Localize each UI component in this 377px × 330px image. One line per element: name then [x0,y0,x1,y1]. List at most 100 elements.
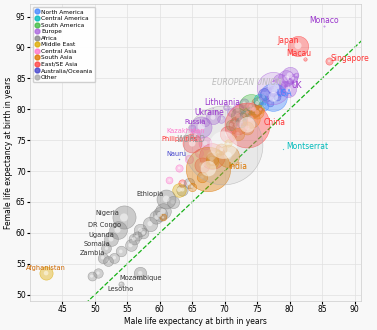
Point [248,104,254,109]
Point [192,133,198,138]
Point [167,178,173,183]
Point [208,156,215,161]
Point [234,122,241,127]
Point [170,199,176,205]
Point [196,150,202,155]
Point [321,23,327,28]
Point [223,105,229,110]
Point [244,122,250,127]
Point [179,187,185,192]
Text: Montserrat: Montserrat [287,143,328,151]
Point [220,143,226,148]
Point [280,85,286,90]
Point [176,187,182,192]
Point [111,255,117,260]
Point [244,125,250,130]
Point [218,116,224,121]
Point [95,270,101,276]
Point [274,85,280,90]
Point [261,94,267,100]
Point [167,178,173,183]
Text: USA: USA [277,89,292,98]
Point [202,141,208,146]
Point [257,107,264,112]
Point [205,166,211,171]
Point [208,153,215,158]
Point [111,255,117,260]
Point [290,76,296,81]
Point [153,215,159,220]
Point [186,181,192,186]
Point [225,153,231,158]
Point [241,100,247,106]
Point [189,141,195,146]
Point [196,150,202,155]
Point [131,236,137,242]
Text: Ethiopia: Ethiopia [136,191,164,197]
Point [223,105,229,110]
Point [160,209,166,214]
Point [248,104,254,109]
Text: India: India [228,162,247,171]
Point [208,159,215,164]
Point [270,85,276,90]
Point [270,88,276,93]
Point [43,270,49,276]
Text: Zambia: Zambia [80,250,106,256]
Point [118,281,124,286]
Text: Kazakhstan: Kazakhstan [167,128,205,134]
Text: Lesotho: Lesotho [108,286,134,292]
Point [254,100,260,106]
Point [241,113,247,118]
Point [170,199,176,205]
Point [205,166,211,171]
Point [302,56,308,61]
Point [199,175,205,180]
Point [267,100,273,106]
Point [248,116,254,121]
Point [254,110,260,115]
Point [189,125,195,130]
Point [89,274,95,279]
Point [285,87,291,92]
Text: Monaco: Monaco [309,16,339,25]
Point [186,156,192,161]
Point [264,91,270,96]
Point [231,119,238,124]
Point [284,76,290,81]
Text: Uganda: Uganda [88,232,114,238]
Point [153,215,159,220]
Point [326,58,332,64]
Point [176,156,182,161]
Point [147,221,153,226]
Point [251,107,257,112]
Point [199,162,205,168]
Point [234,122,241,127]
X-axis label: Male life expectancy at birth in years: Male life expectancy at birth in years [124,317,267,326]
Point [287,79,293,84]
Point [261,104,267,109]
Point [100,255,106,260]
Point [218,116,224,121]
Point [234,113,241,118]
Point [186,156,192,161]
Point [199,162,205,168]
Point [208,153,215,158]
Point [234,131,241,137]
Text: Afghanistan: Afghanistan [26,265,66,271]
Point [238,116,244,121]
Point [208,159,215,164]
Point [270,88,276,93]
Point [326,58,332,64]
Point [321,23,327,28]
Text: Nauru: Nauru [166,150,186,157]
Point [105,258,111,263]
Point [225,141,231,146]
Point [163,196,169,202]
Point [277,79,283,84]
Point [280,147,286,152]
Point [244,125,250,130]
Text: DR Congo: DR Congo [88,222,121,228]
Point [176,165,182,171]
Point [248,104,254,109]
